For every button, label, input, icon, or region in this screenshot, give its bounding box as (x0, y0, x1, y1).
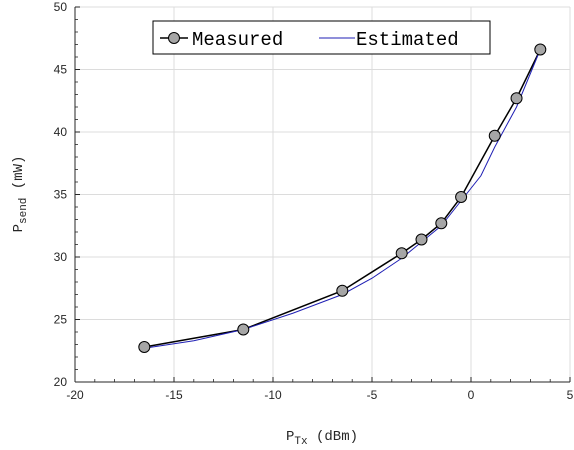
x-axis-label-sub: Tx (294, 436, 308, 448)
x-tick-label: 5 (567, 388, 574, 402)
data-point-measured (488, 129, 501, 142)
y-axis-label-unit: (mW) (11, 156, 27, 190)
data-point-measured (415, 233, 428, 246)
data-point-measured (455, 191, 468, 203)
x-axis-label: PTx (dBm) (286, 429, 358, 448)
legend: Measured Estimated (152, 20, 491, 55)
y-tick-label: 50 (54, 0, 68, 14)
series-line-measured (144, 49, 541, 348)
data-point-measured (138, 341, 151, 353)
legend-measured-label: Measured (192, 29, 283, 51)
data-point-measured (395, 247, 408, 260)
y-tick-label: 45 (54, 63, 68, 77)
x-tick-label: -15 (165, 388, 183, 402)
y-tick-label: 25 (54, 313, 68, 327)
x-tick-label: 0 (468, 388, 475, 402)
data-point-measured (237, 323, 250, 336)
series-layer (138, 43, 547, 353)
legend-measured-marker (168, 32, 180, 44)
x-axis-label-main: P (286, 429, 294, 445)
y-axis-label-main: P (11, 224, 27, 232)
data-point-measured (510, 92, 523, 105)
y-tick-label: 40 (54, 125, 68, 139)
axes (74, 6, 571, 383)
grid (75, 6, 571, 382)
data-point-measured (336, 284, 349, 297)
y-tick-label: 30 (54, 250, 68, 264)
data-point-measured (435, 217, 448, 230)
data-point-measured (534, 43, 547, 56)
y-axis-label-sub: send (18, 198, 30, 224)
y-tick-label: 20 (54, 375, 68, 389)
x-axis-label-unit: (dBm) (316, 429, 358, 445)
x-tick-label: -10 (264, 388, 282, 402)
x-tick-label: -20 (66, 388, 84, 402)
y-axis-label: Psend (mW) (11, 156, 30, 233)
legend-estimated-label: Estimated (356, 29, 459, 51)
series-line-estimated (144, 49, 541, 349)
tick-labels: -20 -15 -10 -5 0 5 20 25 30 35 40 45 50 (54, 0, 574, 402)
y-tick-label: 35 (54, 188, 68, 202)
x-tick-label: -5 (367, 388, 378, 402)
